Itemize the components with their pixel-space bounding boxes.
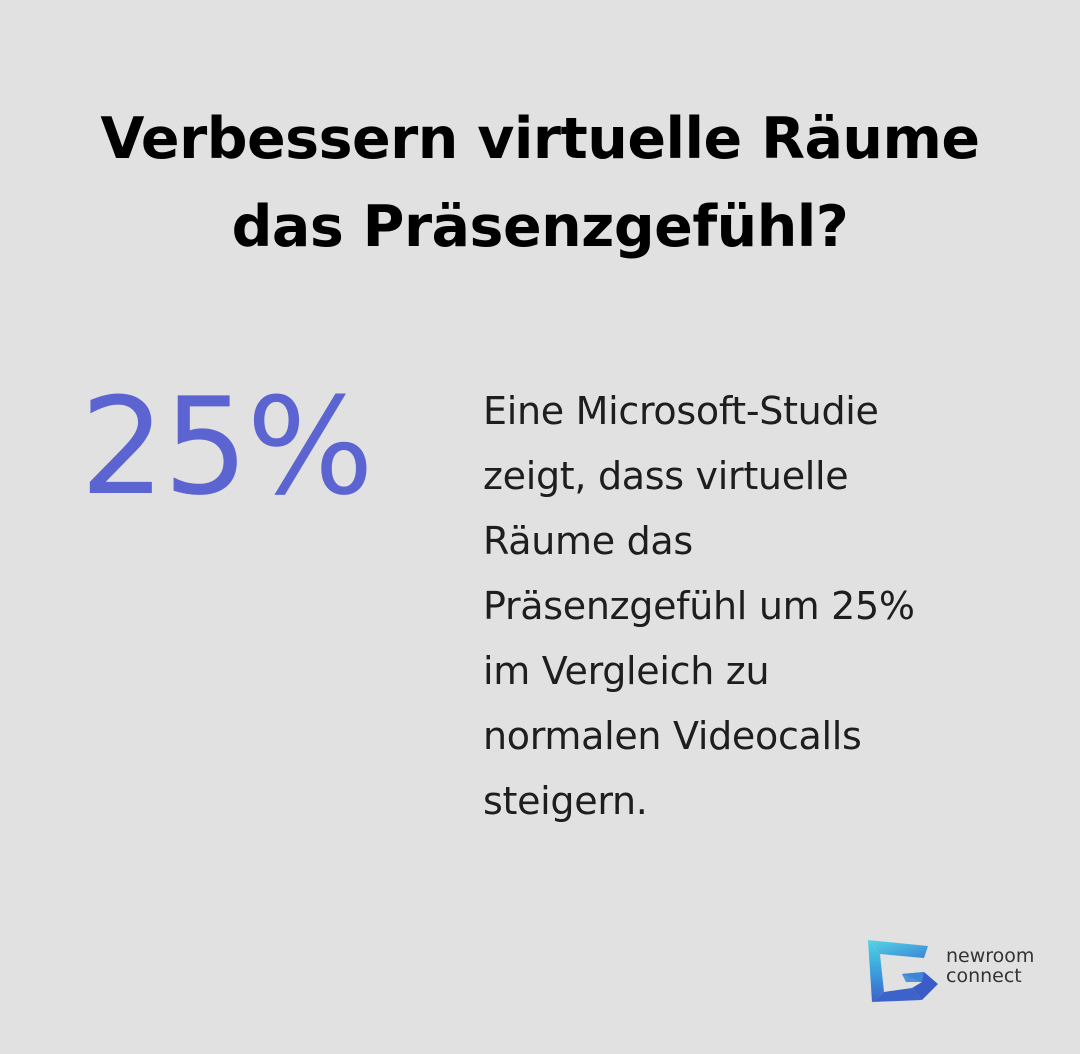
logo-text-line-2: connect (946, 965, 1022, 987)
logo-wordmark: newroom connect (946, 946, 1034, 986)
description-line: Räume das (483, 519, 693, 563)
headline-line-2: das Präsenzgefühl? (231, 194, 849, 260)
logo-text-line-1: newroom (946, 945, 1035, 967)
headline: Verbessern virtuelle Räume das Präsenzge… (0, 95, 1080, 271)
brand-logo: newroom connect (866, 938, 1046, 1013)
stat-description: Eine Microsoft-Studie zeigt, dass virtue… (483, 379, 1043, 834)
description-line: normalen Videocalls (483, 714, 862, 758)
description-line: steigern. (483, 779, 648, 823)
description-line: Eine Microsoft-Studie (483, 389, 879, 433)
description-line: im Vergleich zu (483, 649, 770, 693)
headline-line-1: Verbessern virtuelle Räume (100, 106, 980, 172)
newroom-connect-logo-icon (868, 940, 938, 1002)
stat-value: 25% (80, 369, 374, 525)
description-line: Präsenzgefühl um 25% (483, 584, 915, 628)
description-line: zeigt, dass virtuelle (483, 454, 849, 498)
